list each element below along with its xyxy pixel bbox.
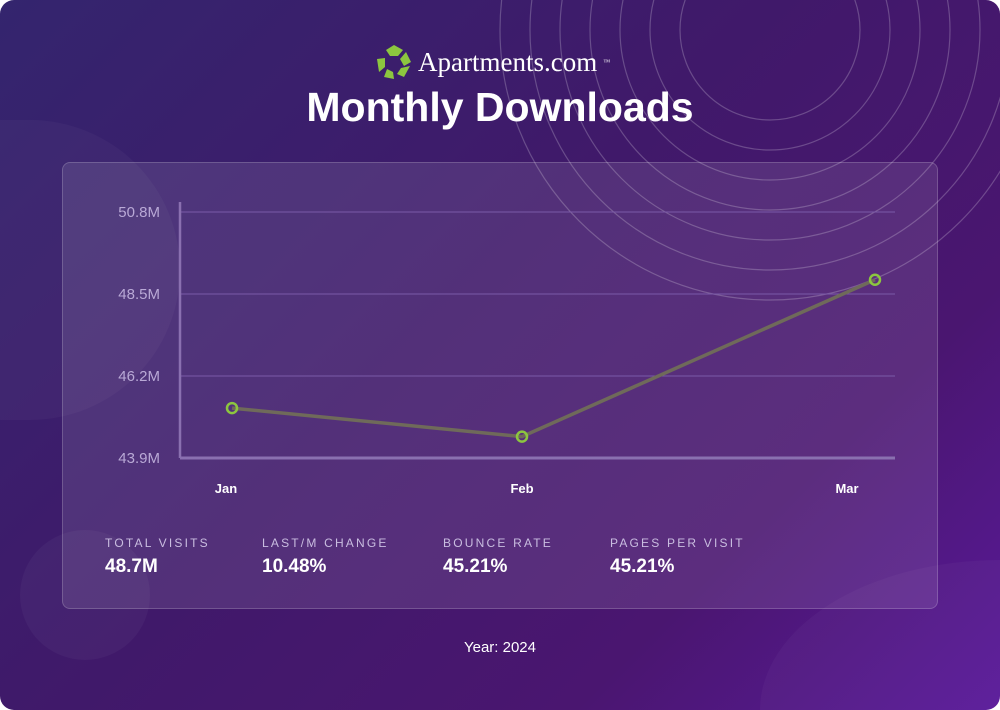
x-tick-label: Jan: [215, 481, 237, 496]
y-tick-label: 48.5M: [118, 286, 160, 303]
series-line: [231, 278, 876, 439]
stat-value: 48.7M: [105, 556, 158, 577]
y-tick-label: 50.8M: [118, 204, 160, 221]
x-tick-label: Mar: [835, 481, 858, 496]
chart-card: [62, 162, 938, 609]
y-tick-label: 43.9M: [118, 450, 160, 467]
stat-total-visits: TOTAL VISITS 48.7M: [105, 536, 210, 578]
data-point-feb: [515, 430, 529, 443]
data-point-jan: [225, 401, 239, 415]
data-point-mar: [868, 273, 882, 286]
stat-value: 45.21%: [443, 556, 508, 577]
stat-label: LAST/M CHANGE: [262, 536, 389, 550]
brand-logo: Apartments.com ™: [376, 44, 610, 80]
stat-label: PAGES PER VISIT: [610, 536, 745, 550]
brand-tm: ™: [603, 58, 611, 66]
stat-bounce-rate: BOUNCE RATE 45.21%: [443, 536, 553, 578]
stat-pages-per-visit: PAGES PER VISIT 45.21%: [610, 536, 745, 578]
stat-value: 10.48%: [262, 556, 327, 577]
x-tick-label: Feb: [510, 481, 533, 496]
apartments-logo-icon: [377, 45, 411, 79]
stat-label: TOTAL VISITS: [105, 536, 210, 550]
stat-value: 45.21%: [610, 556, 675, 577]
brand-name: Apartments.com: [418, 46, 598, 77]
stat-last-month-change: LAST/M CHANGE 10.48%: [262, 536, 389, 578]
y-tick-label: 46.2M: [118, 368, 160, 385]
year-label: Year: 2024: [463, 639, 536, 656]
stat-label: BOUNCE RATE: [443, 536, 553, 550]
chart-title: Monthly Downloads: [306, 84, 694, 130]
